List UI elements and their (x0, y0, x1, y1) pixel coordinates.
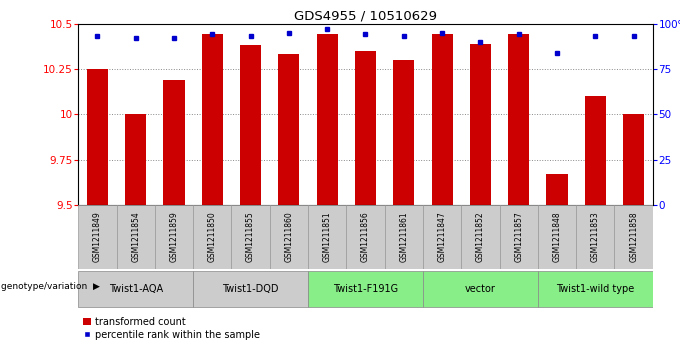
Text: GSM1211861: GSM1211861 (399, 212, 408, 262)
Text: genotype/variation  ▶: genotype/variation ▶ (1, 282, 99, 291)
Bar (87, 69, 108, 205)
Text: GSM1211847: GSM1211847 (438, 212, 447, 262)
Text: GSM1211859: GSM1211859 (169, 212, 178, 262)
Bar (346, 205, 385, 269)
Bar (393, 60, 414, 205)
Bar (432, 34, 453, 205)
Bar (508, 34, 529, 205)
Bar (202, 34, 223, 205)
Text: Twist1-F191G: Twist1-F191G (333, 284, 398, 294)
Bar (423, 205, 461, 269)
Text: GSM1211853: GSM1211853 (591, 212, 600, 262)
Bar (193, 271, 308, 306)
Bar (231, 205, 270, 269)
Legend: transformed count, percentile rank within the sample: transformed count, percentile rank withi… (83, 317, 260, 340)
Text: Twist1-DQD: Twist1-DQD (222, 284, 279, 294)
Bar (385, 205, 423, 269)
Bar (317, 34, 338, 205)
Text: vector: vector (465, 284, 496, 294)
Bar (240, 45, 261, 205)
Text: GSM1211858: GSM1211858 (629, 212, 638, 262)
Text: Twist1-wild type: Twist1-wild type (556, 284, 634, 294)
Text: GSM1211850: GSM1211850 (208, 212, 217, 262)
Bar (355, 51, 376, 205)
Text: GSM1211848: GSM1211848 (553, 212, 562, 262)
Title: GDS4955 / 10510629: GDS4955 / 10510629 (294, 9, 437, 23)
Bar (500, 205, 538, 269)
Bar (470, 44, 491, 205)
Bar (615, 205, 653, 269)
Text: GSM1211860: GSM1211860 (284, 212, 293, 262)
Bar (278, 54, 299, 205)
Bar (623, 114, 644, 205)
Bar (308, 205, 346, 269)
Bar (538, 205, 576, 269)
Text: GSM1211852: GSM1211852 (476, 212, 485, 262)
Bar (538, 271, 653, 306)
Bar (308, 271, 423, 306)
Bar (163, 80, 184, 205)
Bar (78, 271, 193, 306)
Text: GSM1211851: GSM1211851 (323, 212, 332, 262)
Text: GSM1211849: GSM1211849 (93, 212, 102, 262)
Text: Twist1-AQA: Twist1-AQA (109, 284, 163, 294)
Text: GSM1211854: GSM1211854 (131, 212, 140, 262)
Bar (585, 96, 606, 205)
Bar (423, 271, 538, 306)
Bar (461, 205, 500, 269)
Bar (547, 174, 568, 205)
Bar (193, 205, 231, 269)
Bar (155, 205, 193, 269)
Text: GSM1211856: GSM1211856 (361, 212, 370, 262)
Bar (270, 205, 308, 269)
Text: GSM1211855: GSM1211855 (246, 212, 255, 262)
Bar (116, 205, 155, 269)
Bar (125, 114, 146, 205)
Text: GSM1211857: GSM1211857 (514, 212, 523, 262)
Bar (78, 205, 116, 269)
Bar (576, 205, 615, 269)
